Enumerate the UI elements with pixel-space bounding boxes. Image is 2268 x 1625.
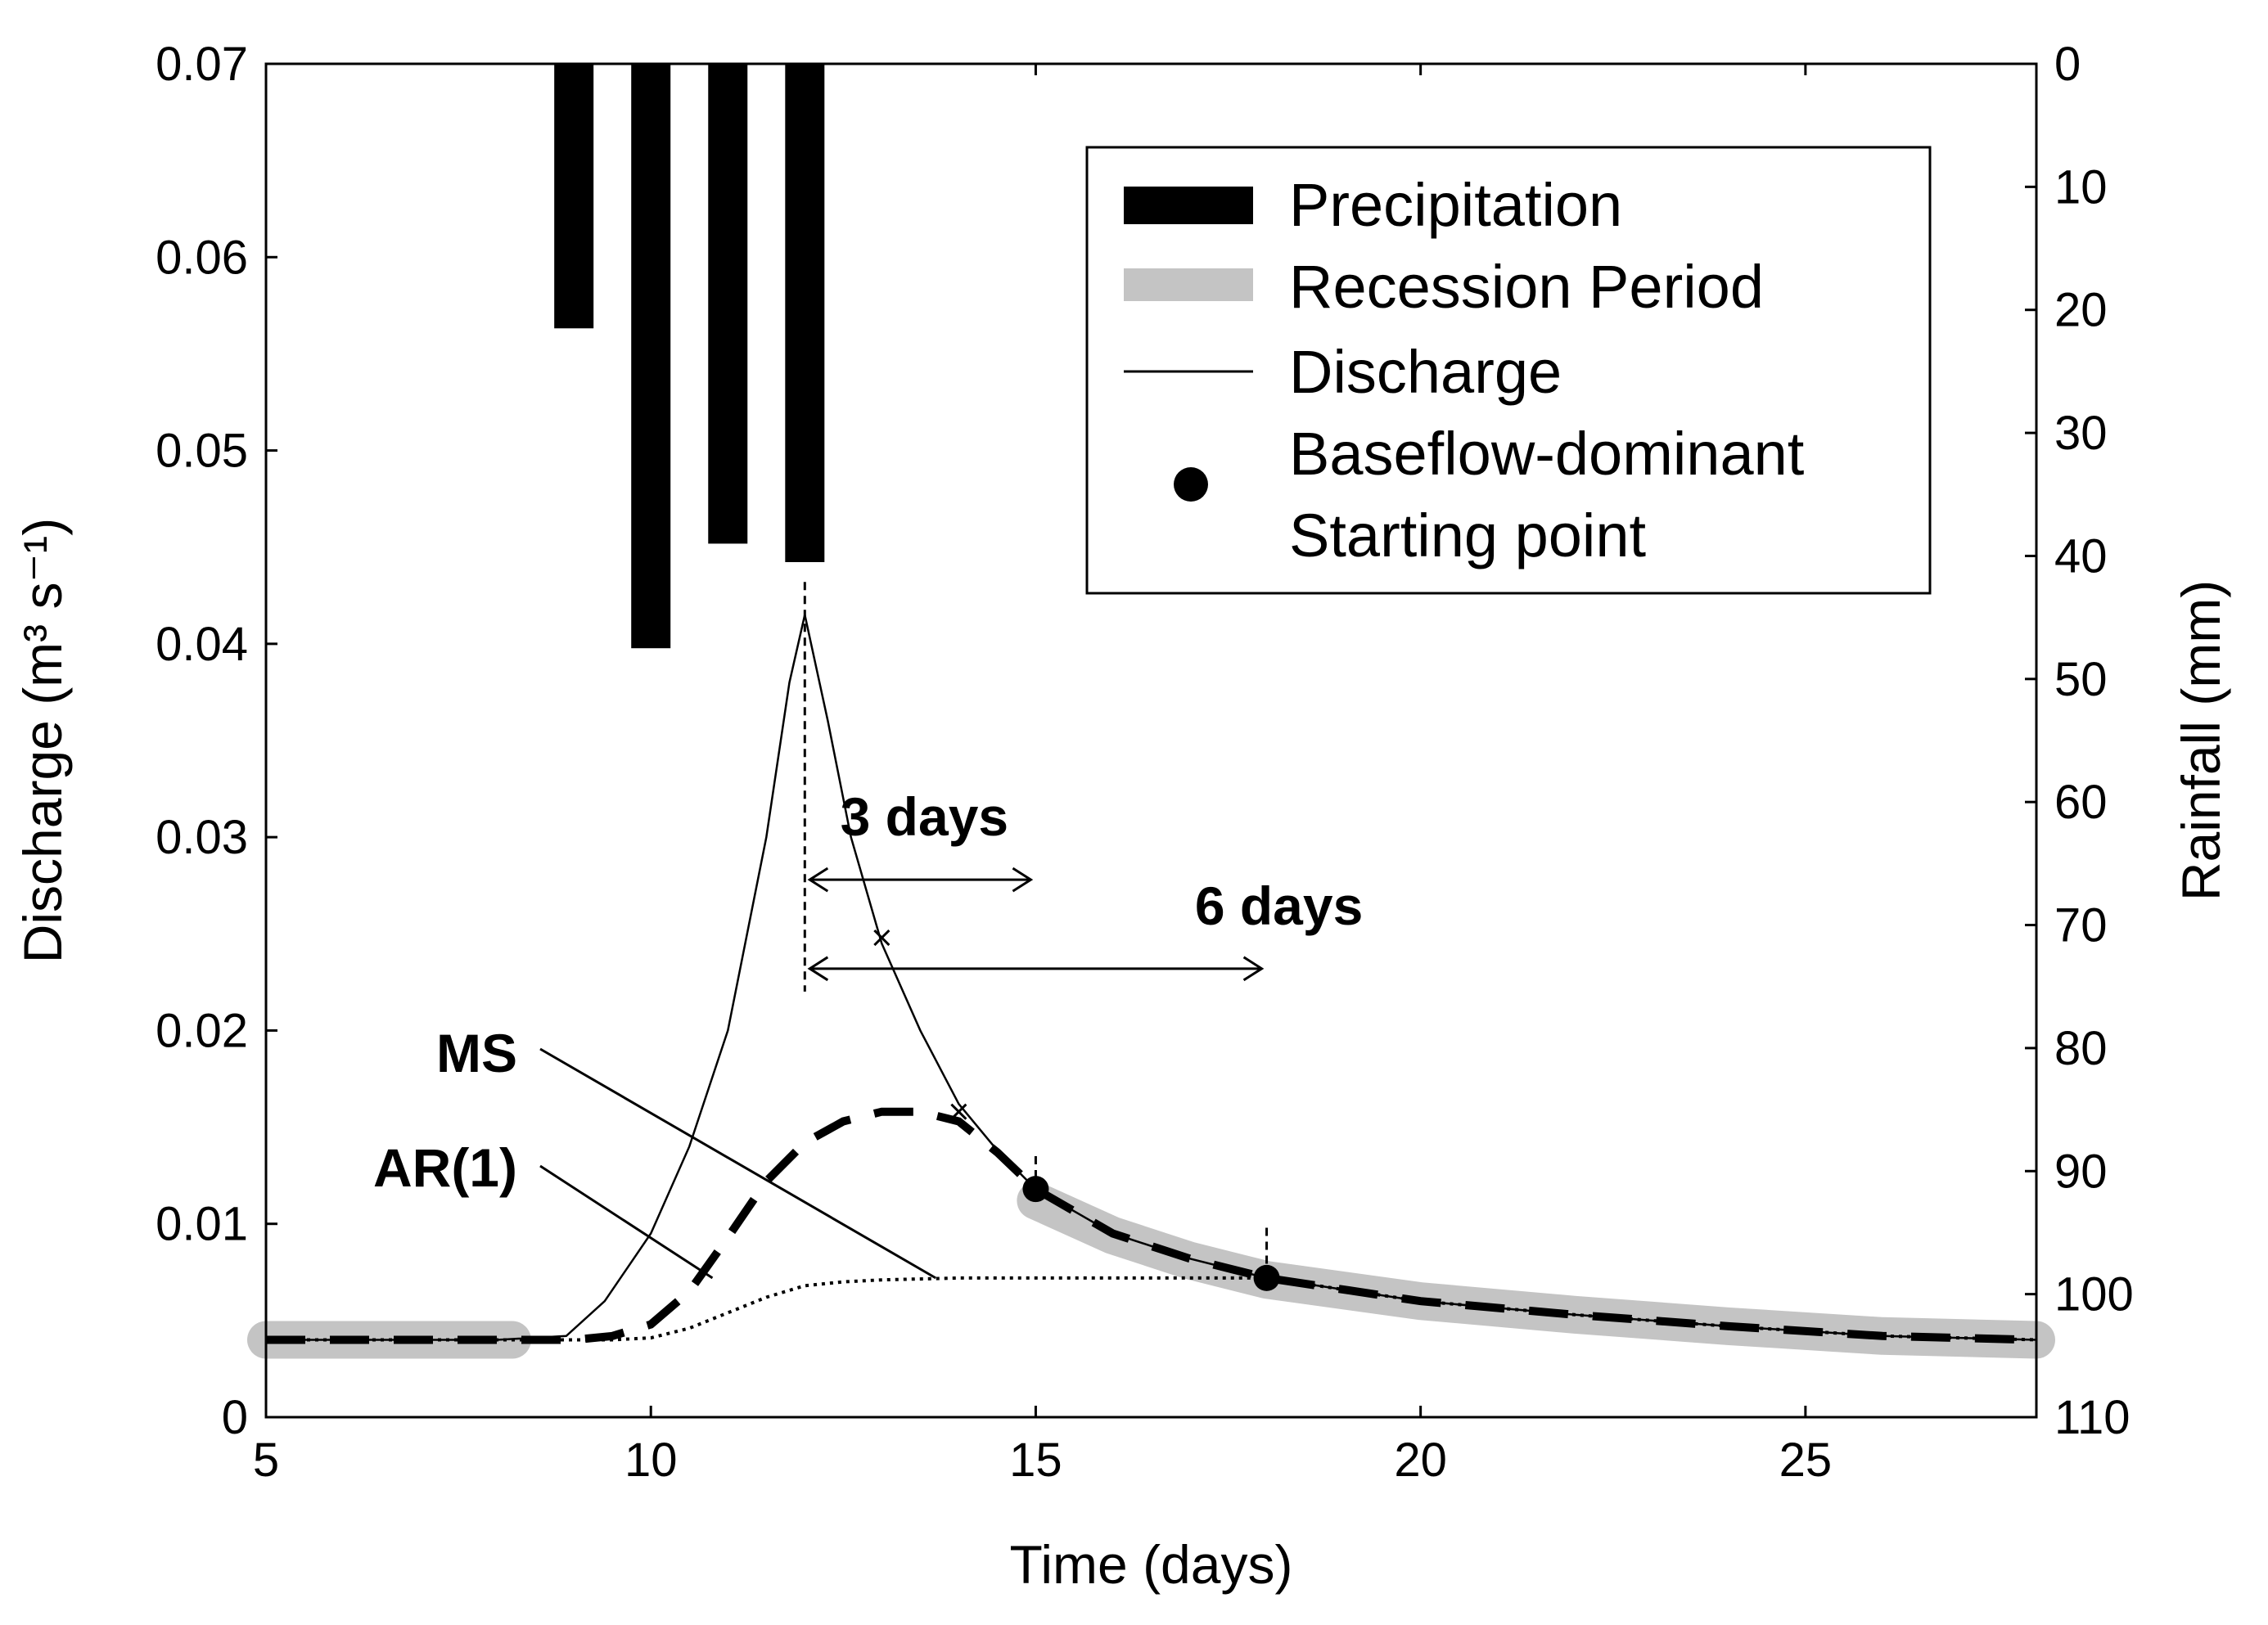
legend-discharge-label: Discharge [1289, 338, 1562, 406]
precipitation-bar-day-10 [631, 64, 671, 649]
y-right-tick-label-10: 10 [2054, 160, 2108, 214]
y-right-tick-label-90: 90 [2054, 1145, 2108, 1198]
y-right-tick-label-0: 0 [2054, 38, 2081, 91]
x-tick-label-10: 10 [624, 1434, 678, 1487]
three-days-label: 3 days [841, 786, 1008, 847]
legend-precipitation-label: Precipitation [1289, 171, 1622, 239]
ar1-label: AR(1) [373, 1137, 517, 1198]
recession-period-2 [1017, 1182, 2055, 1359]
three-days-arrow-head-left [807, 867, 829, 893]
y-axis-label-right: Rainfall (mm) [2171, 580, 2231, 901]
x-tick-label-5: 5 [253, 1434, 279, 1487]
y-left-tick-label-0.05: 0.05 [156, 425, 248, 478]
six-days-arrow-head-left [807, 956, 829, 982]
y-right-tick-label-60: 60 [2054, 776, 2108, 829]
ar1-pointer-line [539, 1164, 714, 1280]
six-days-label: 6 days [1195, 876, 1363, 936]
y-left-tick-label-0.04: 0.04 [156, 618, 248, 671]
y-right-tick-label-70: 70 [2054, 899, 2108, 952]
legend-recession-label: Recession Period [1289, 253, 1764, 321]
y-right-tick-label-20: 20 [2054, 284, 2108, 337]
precipitation-bar-day-11 [708, 64, 748, 544]
precipitation-bar-day-12 [785, 64, 825, 562]
y-right-tick-label-50: 50 [2054, 653, 2108, 706]
y-right-tick-label-40: 40 [2054, 529, 2108, 583]
y-right-tick-label-110: 110 [2054, 1391, 2130, 1444]
x-tick-label-25: 25 [1779, 1434, 1833, 1487]
legend-precipitation-swatch [1124, 187, 1253, 224]
y-left-tick-label-0.06: 0.06 [156, 231, 248, 284]
y-right-tick-label-80: 80 [2054, 1022, 2108, 1075]
y-right-tick-label-100: 100 [2054, 1268, 2134, 1321]
legend: Precipitation Recession Period Discharge… [1085, 146, 1932, 595]
y-left-tick-label-0: 0 [222, 1391, 248, 1444]
ms-series-line [266, 1107, 2037, 1344]
legend-baseflow-label: Baseflow-dominant [1289, 420, 1805, 488]
y-left-tick-label-0.01: 0.01 [156, 1198, 248, 1251]
y-left-tick-label-0.02: 0.02 [156, 1004, 248, 1057]
six-days-arrow-head-right [1242, 956, 1265, 982]
plot-frame [264, 62, 2038, 1419]
ar1-series-line [266, 1276, 2037, 1342]
three-days-arrow-head-right [1012, 867, 1034, 893]
y-right-tick-label-30: 30 [2054, 407, 2108, 460]
y-left-tick-label-0.07: 0.07 [156, 38, 248, 91]
baseflow-starting-point-2 [1253, 1264, 1280, 1291]
x-tick-label-15: 15 [1009, 1434, 1062, 1487]
cross-marker-1 [873, 929, 891, 947]
x-tick-label-20: 20 [1394, 1434, 1447, 1487]
ms-label: MS [436, 1023, 517, 1083]
legend-starting-point-label: Starting point [1289, 502, 1646, 569]
ms-pointer-line [539, 1047, 936, 1280]
y-axis-label-left: Discharge (m³ s⁻¹) [12, 518, 73, 964]
cross-marker-2 [950, 1103, 967, 1120]
x-axis-label: Time (days) [1010, 1534, 1293, 1595]
y-left-tick-label-0.03: 0.03 [156, 811, 248, 864]
legend-baseflow-dot [1174, 467, 1208, 502]
precipitation-bar-day-9 [554, 64, 594, 329]
